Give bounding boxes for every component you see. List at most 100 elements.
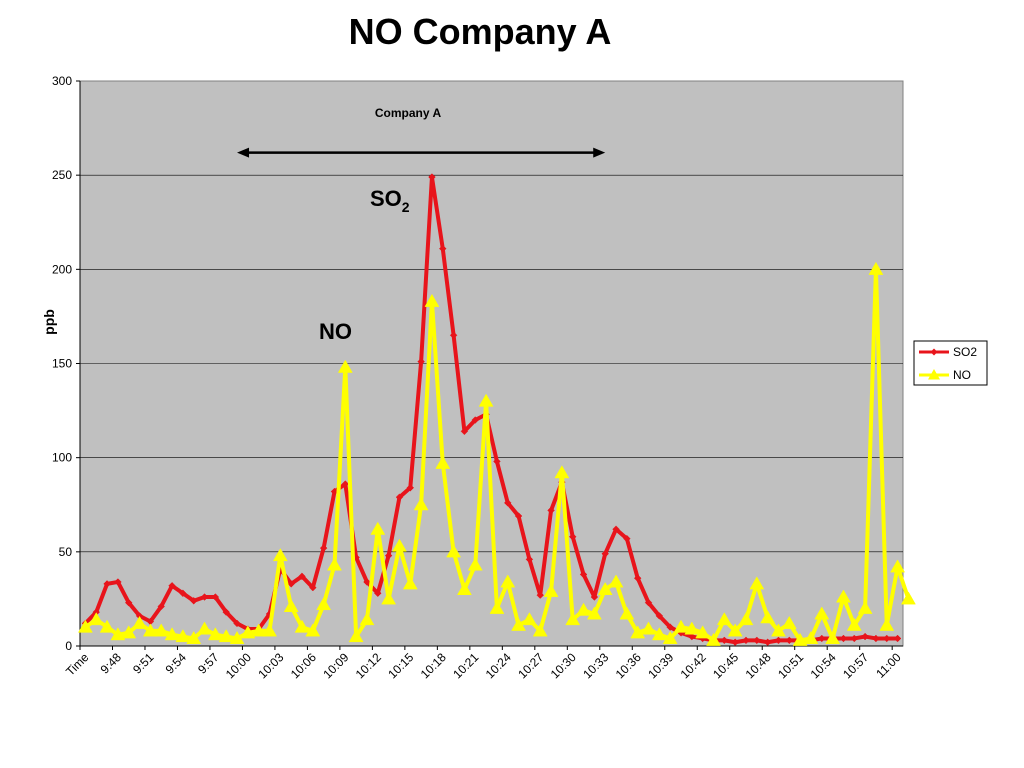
y-tick-label: 50	[59, 545, 73, 559]
data-point-so2	[688, 632, 696, 641]
x-tick-label: 11:00	[873, 650, 904, 681]
so2-annotation-main: SO	[370, 186, 402, 211]
data-point-so2	[222, 608, 230, 616]
data-point-so2	[601, 549, 609, 558]
data-point-no	[543, 583, 559, 597]
data-point-so2	[298, 572, 306, 581]
data-point-no	[716, 612, 732, 626]
y-axis: 0 50 100 150 200 250 300	[52, 74, 81, 653]
y-tick-label: 100	[52, 451, 72, 465]
x-tick-label: 10:51	[775, 650, 806, 681]
data-point-no	[695, 625, 711, 639]
data-point-no	[597, 581, 613, 595]
data-point-no	[218, 629, 234, 643]
data-point-no	[706, 632, 721, 646]
arrow-label: Company A	[375, 106, 442, 120]
x-tick-label: 10:12	[353, 650, 384, 681]
data-point-no	[900, 591, 916, 605]
data-point-no	[684, 621, 700, 635]
data-point-no	[619, 606, 635, 620]
x-tick-label: 10:54	[808, 650, 839, 681]
data-point-so2	[417, 357, 425, 366]
data-point-no	[272, 548, 288, 562]
data-point-so2	[785, 636, 794, 645]
data-point-so2	[861, 632, 869, 641]
data-point-no	[240, 625, 256, 639]
y-tick-label: 150	[52, 357, 72, 371]
data-point-so2	[189, 597, 198, 605]
x-tick-label: 10:33	[580, 650, 611, 681]
data-point-no	[294, 619, 310, 633]
data-point-no	[662, 630, 678, 644]
series-layer	[77, 173, 916, 646]
data-point-so2	[179, 589, 187, 598]
data-point-so2	[872, 634, 880, 643]
data-point-so2	[514, 512, 523, 520]
data-point-no	[251, 623, 267, 637]
data-point-no	[337, 359, 353, 373]
x-tick-label: 10:48	[743, 650, 774, 681]
data-point-no	[554, 465, 570, 479]
data-point-no	[727, 623, 743, 637]
data-point-no	[327, 557, 342, 571]
data-point-so2	[374, 589, 382, 598]
data-point-no	[586, 606, 602, 620]
data-point-so2	[124, 598, 133, 607]
data-point-so2	[774, 636, 783, 645]
x-tick-label: 10:36	[613, 650, 644, 681]
data-point-no	[424, 293, 440, 307]
data-point-no	[608, 574, 624, 588]
x-tick-label: 10:42	[678, 650, 709, 681]
data-point-so2	[406, 484, 415, 492]
data-point-no	[370, 521, 386, 535]
data-point-so2	[168, 581, 176, 590]
data-point-so2	[503, 499, 512, 507]
data-point-no	[413, 497, 429, 511]
x-tick-label: 10:15	[385, 650, 416, 681]
data-point-so2	[287, 580, 295, 588]
data-point-no	[749, 576, 765, 590]
data-point-no	[478, 393, 494, 407]
data-point-no	[760, 610, 776, 624]
data-point-so2	[363, 578, 371, 586]
data-point-no	[651, 627, 667, 641]
data-point-so2	[103, 580, 111, 588]
data-point-no	[521, 612, 537, 626]
x-tick-label: 10:30	[548, 650, 579, 681]
data-point-so2	[449, 331, 458, 340]
no-annotation: NO	[319, 319, 352, 344]
series-so2	[81, 173, 902, 646]
data-point-no	[673, 619, 689, 633]
arrow-head-right	[593, 147, 606, 158]
data-point-so2	[850, 634, 859, 643]
x-tick-label: 9:51	[130, 650, 157, 677]
data-point-so2	[633, 574, 642, 582]
x-tick-label: 10:24	[483, 650, 514, 681]
data-point-no	[792, 632, 808, 646]
legend-label-so2: SO2	[953, 345, 977, 359]
data-point-no	[446, 544, 462, 558]
data-point-so2	[839, 634, 848, 643]
data-point-so2	[471, 416, 480, 424]
annotations: Company A SO2 NO	[237, 106, 606, 344]
data-point-so2	[157, 602, 165, 611]
data-point-so2	[883, 634, 891, 643]
x-tick-label: 9:48	[98, 650, 125, 677]
data-point-so2	[384, 551, 393, 560]
data-point-no	[803, 630, 819, 644]
x-tick-label: 10:57	[840, 650, 871, 681]
data-point-so2	[742, 636, 750, 645]
x-tick-label: Time	[63, 650, 92, 679]
data-point-no	[142, 623, 158, 637]
y-tick-label: 250	[52, 168, 72, 182]
data-point-so2	[460, 427, 469, 436]
data-point-no	[771, 623, 786, 637]
data-point-so2	[428, 173, 436, 181]
y-axis-label: ppb	[41, 309, 57, 335]
data-point-no	[576, 602, 591, 616]
x-tick-label: 10:27	[515, 650, 546, 681]
data-point-no	[305, 623, 321, 637]
data-point-so2	[579, 570, 588, 579]
so2-annotation-sub: 2	[402, 199, 410, 215]
